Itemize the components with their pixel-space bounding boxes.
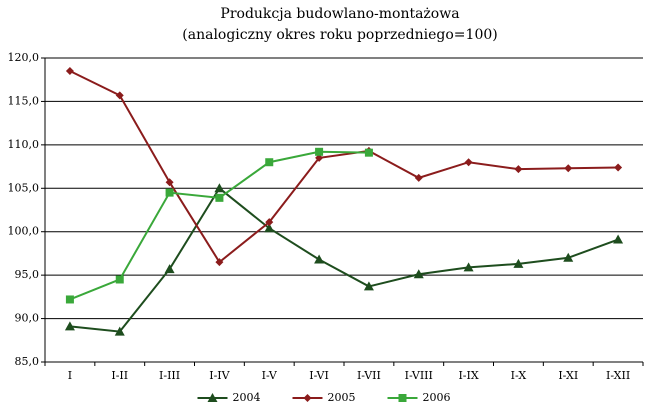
marker	[464, 158, 473, 167]
legend-label: 2004	[233, 391, 261, 404]
marker	[215, 258, 224, 267]
series-line	[69, 186, 619, 333]
x-tick-label: I-V	[262, 369, 278, 382]
x-tick-label: I-IV	[209, 369, 230, 382]
marker	[614, 163, 623, 172]
y-tick-label: 110,0	[8, 138, 40, 151]
x-tick-label: I-VI	[309, 369, 329, 382]
x-tick-label: I-XII	[606, 369, 630, 382]
chart-title: Produkcja budowlano-montażowa	[220, 6, 459, 22]
marker	[315, 147, 324, 156]
marker	[513, 258, 524, 268]
marker	[165, 178, 174, 187]
legend-label: 2006	[423, 391, 451, 404]
y-tick-label: 115,0	[8, 94, 40, 107]
marker	[215, 193, 224, 202]
y-tick-label: 90,0	[15, 312, 40, 325]
marker	[65, 67, 74, 76]
x-tick-label: I-VIII	[405, 369, 433, 382]
x-tick-label: I	[68, 369, 72, 382]
x-tick-label: I-III	[159, 369, 180, 382]
x-tick-label: I-II	[111, 369, 128, 382]
marker	[398, 394, 407, 402]
marker	[264, 223, 275, 233]
series-line	[69, 70, 619, 264]
x-tick-label: I-VII	[357, 369, 381, 382]
marker	[65, 295, 74, 304]
legend-label: 2005	[328, 391, 356, 404]
marker	[564, 164, 573, 173]
marker	[265, 218, 274, 227]
marker	[265, 158, 274, 167]
marker	[165, 188, 174, 197]
y-tick-label: 105,0	[8, 181, 40, 194]
marker	[463, 262, 474, 272]
marker	[214, 183, 225, 193]
y-tick-label: 85,0	[15, 355, 40, 368]
marker	[363, 281, 374, 291]
y-tick-label: 95,0	[15, 268, 40, 281]
marker	[514, 165, 523, 174]
chart-subtitle: (analogiczny okres roku poprzedniego=100…	[182, 27, 497, 43]
marker	[414, 173, 423, 182]
x-tick-label: I-XI	[558, 369, 578, 382]
x-tick-label: I-X	[511, 369, 527, 382]
y-tick-label: 100,0	[8, 225, 40, 238]
marker	[114, 326, 125, 336]
series-line	[69, 150, 369, 301]
marker	[314, 254, 325, 264]
x-tick-label: I-IX	[458, 369, 478, 382]
marker	[413, 269, 424, 279]
marker	[164, 264, 175, 274]
marker	[315, 153, 324, 162]
marker	[115, 275, 124, 284]
marker	[115, 91, 124, 100]
marker	[613, 234, 624, 244]
marker	[364, 148, 373, 157]
marker	[207, 393, 218, 402]
y-tick-label: 120,0	[8, 51, 40, 64]
marker	[563, 252, 574, 262]
marker	[303, 394, 312, 402]
marker	[64, 321, 75, 331]
